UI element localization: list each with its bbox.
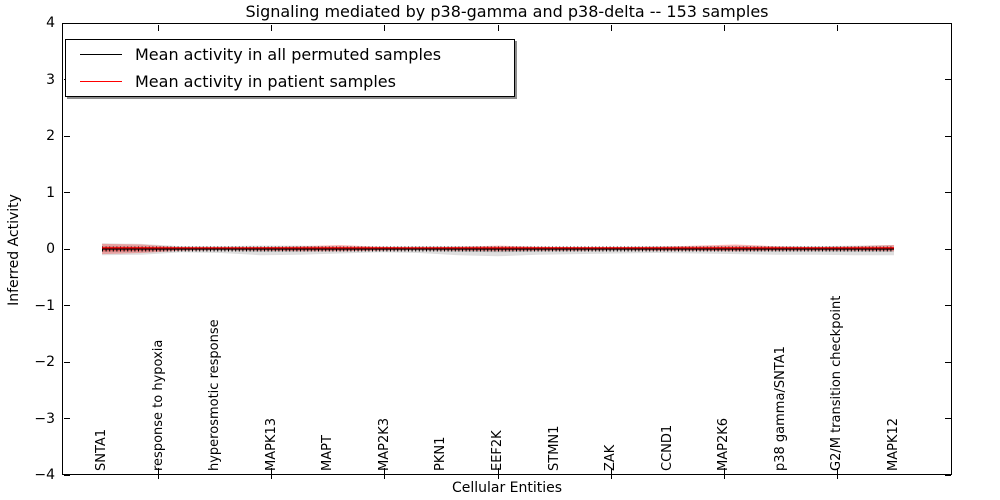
- axis-tick-mark: [63, 361, 70, 363]
- axis-tick-mark: [944, 305, 951, 306]
- axis-tick-mark: [944, 248, 951, 250]
- legend-item-label: Mean activity in patient samples: [135, 72, 396, 92]
- axis-tick-mark: [944, 474, 951, 476]
- x-category-label: p38 gamma/SNTA1: [772, 346, 788, 471]
- x-axis-label: Cellular Entities: [451, 480, 563, 496]
- x-category-label: response to hypoxia: [150, 339, 166, 471]
- axis-tick-mark: [271, 24, 273, 31]
- x-category-label: hyperosmotic response: [207, 319, 223, 471]
- x-category-label: MAPK13: [263, 417, 279, 471]
- x-category-label: CCND1: [659, 424, 675, 471]
- y-tick-label: 0: [46, 241, 55, 257]
- x-category-label: G2/M transition checkpoint: [829, 295, 845, 471]
- y-tick-label: 2: [46, 128, 55, 144]
- chart-title: Signaling mediated by p38-gamma and p38-…: [245, 2, 769, 21]
- axis-tick-mark: [944, 361, 951, 363]
- axis-tick-mark: [610, 468, 612, 479]
- y-tick-label: −1: [34, 297, 55, 314]
- axis-tick-mark: [497, 24, 499, 31]
- axis-tick-mark: [158, 468, 160, 479]
- legend-item: Mean activity in patient samples: [66, 69, 514, 95]
- axis-tick-mark: [944, 135, 951, 137]
- legend: Mean activity in all permuted samples Mea…: [65, 39, 515, 97]
- legend-line-swatch: [80, 81, 122, 83]
- axis-tick-mark: [944, 192, 951, 193]
- y-tick-label: −4: [34, 467, 55, 483]
- axis-tick-mark: [836, 24, 838, 31]
- axis-tick-mark: [63, 305, 70, 306]
- y-tick-label: 3: [46, 71, 55, 88]
- axis-tick-mark: [836, 468, 838, 479]
- x-category-label: STMN1: [546, 425, 562, 471]
- axis-tick-mark: [610, 24, 612, 31]
- legend-item: Mean activity in all permuted samples: [66, 41, 514, 67]
- y-tick-label: 4: [46, 15, 55, 31]
- axis-tick-mark: [158, 24, 160, 31]
- y-tick-label: −3: [34, 410, 55, 427]
- axis-tick-mark: [944, 22, 951, 24]
- axis-tick-mark: [63, 418, 70, 419]
- axis-tick-mark: [497, 468, 499, 479]
- y-tick-label: −2: [34, 354, 55, 370]
- legend-line-swatch: [80, 53, 122, 55]
- axis-tick-mark: [723, 24, 725, 31]
- x-category-label: MAP2K3: [376, 417, 392, 471]
- x-category-label: EEF2K: [490, 430, 505, 471]
- axis-tick-mark: [384, 24, 386, 31]
- axis-tick-mark: [271, 468, 273, 479]
- x-category-label: PKN1: [433, 436, 449, 471]
- legend-item-label: Mean activity in all permuted samples: [135, 44, 442, 64]
- x-category-label: MAPT: [320, 435, 336, 471]
- axis-tick-mark: [63, 135, 70, 137]
- axis-tick-mark: [63, 22, 70, 24]
- axis-tick-mark: [944, 418, 951, 419]
- x-category-label: MAPK12: [886, 417, 901, 471]
- x-category-label: SNTA1: [94, 428, 109, 471]
- y-tick-label: 1: [46, 184, 55, 201]
- axis-tick-mark: [63, 248, 70, 250]
- axis-tick-mark: [63, 474, 70, 476]
- axis-tick-mark: [944, 79, 951, 80]
- axis-tick-mark: [384, 468, 386, 479]
- axis-tick-mark: [723, 468, 725, 479]
- x-category-label: MAP2K6: [716, 417, 732, 471]
- axis-tick-mark: [63, 192, 70, 193]
